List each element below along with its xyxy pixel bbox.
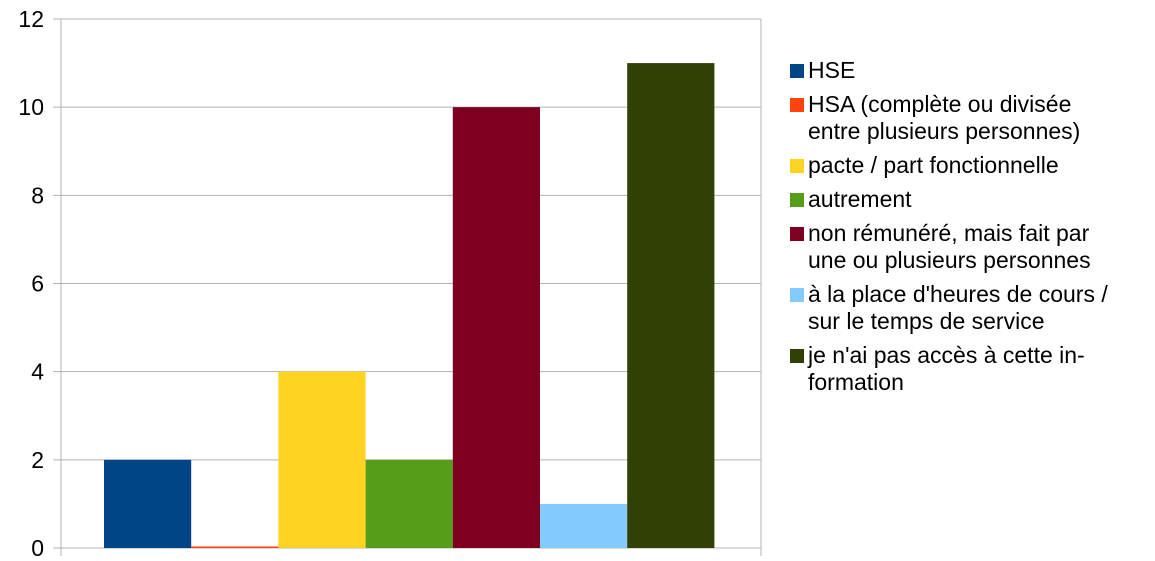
legend-label: HSA (complète ou divisée entre plusieurs…: [808, 91, 1081, 144]
legend-item: HSE: [790, 57, 1152, 84]
legend-swatch: [790, 227, 804, 241]
y-tick-label: 2: [31, 447, 44, 473]
legend-item: je n'ai pas accès à cette in- formation: [790, 342, 1152, 396]
bar: [452, 107, 540, 549]
axes: [60, 19, 762, 556]
legend: HSE HSA (complète ou divisée entre plusi…: [790, 57, 1152, 403]
y-tick-label: 0: [31, 535, 44, 561]
legend-label: pacte / part fonctionnelle: [808, 152, 1059, 178]
legend-swatch: [790, 159, 804, 173]
y-tick-labels: 0 2 4 6 8 10 12: [18, 6, 44, 561]
legend-label: autrement: [808, 186, 912, 212]
legend-swatch: [790, 193, 804, 207]
bar: [365, 459, 453, 548]
legend-swatch: [790, 288, 804, 302]
legend-item: à la place d'heures de cours / sur le te…: [790, 281, 1152, 335]
bar: [191, 546, 279, 548]
y-tick-label: 4: [31, 359, 44, 385]
y-tick-label: 8: [31, 182, 44, 208]
legend-label: HSE: [808, 57, 856, 83]
y-tick-label: 6: [31, 271, 44, 297]
legend-item: autrement: [790, 186, 1152, 213]
bar: [278, 371, 366, 548]
y-tick-label: 10: [18, 94, 44, 120]
legend-label: non rémunéré, mais fait par une ou plusi…: [808, 220, 1091, 273]
bars: [104, 63, 715, 549]
legend-item: HSA (complète ou divisée entre plusieurs…: [790, 91, 1152, 145]
legend-item: pacte / part fonctionnelle: [790, 152, 1152, 179]
legend-label: je n'ai pas accès à cette in- formation: [808, 342, 1085, 395]
legend-item: non rémunéré, mais fait par une ou plusi…: [790, 220, 1152, 274]
bar: [540, 503, 628, 548]
legend-label: à la place d'heures de cours / sur le te…: [808, 281, 1108, 334]
y-tick-label: 12: [18, 6, 44, 32]
legend-swatch: [790, 64, 804, 78]
bar: [104, 459, 192, 548]
legend-swatch: [790, 349, 804, 363]
legend-swatch: [790, 98, 804, 112]
bar: [627, 63, 715, 548]
